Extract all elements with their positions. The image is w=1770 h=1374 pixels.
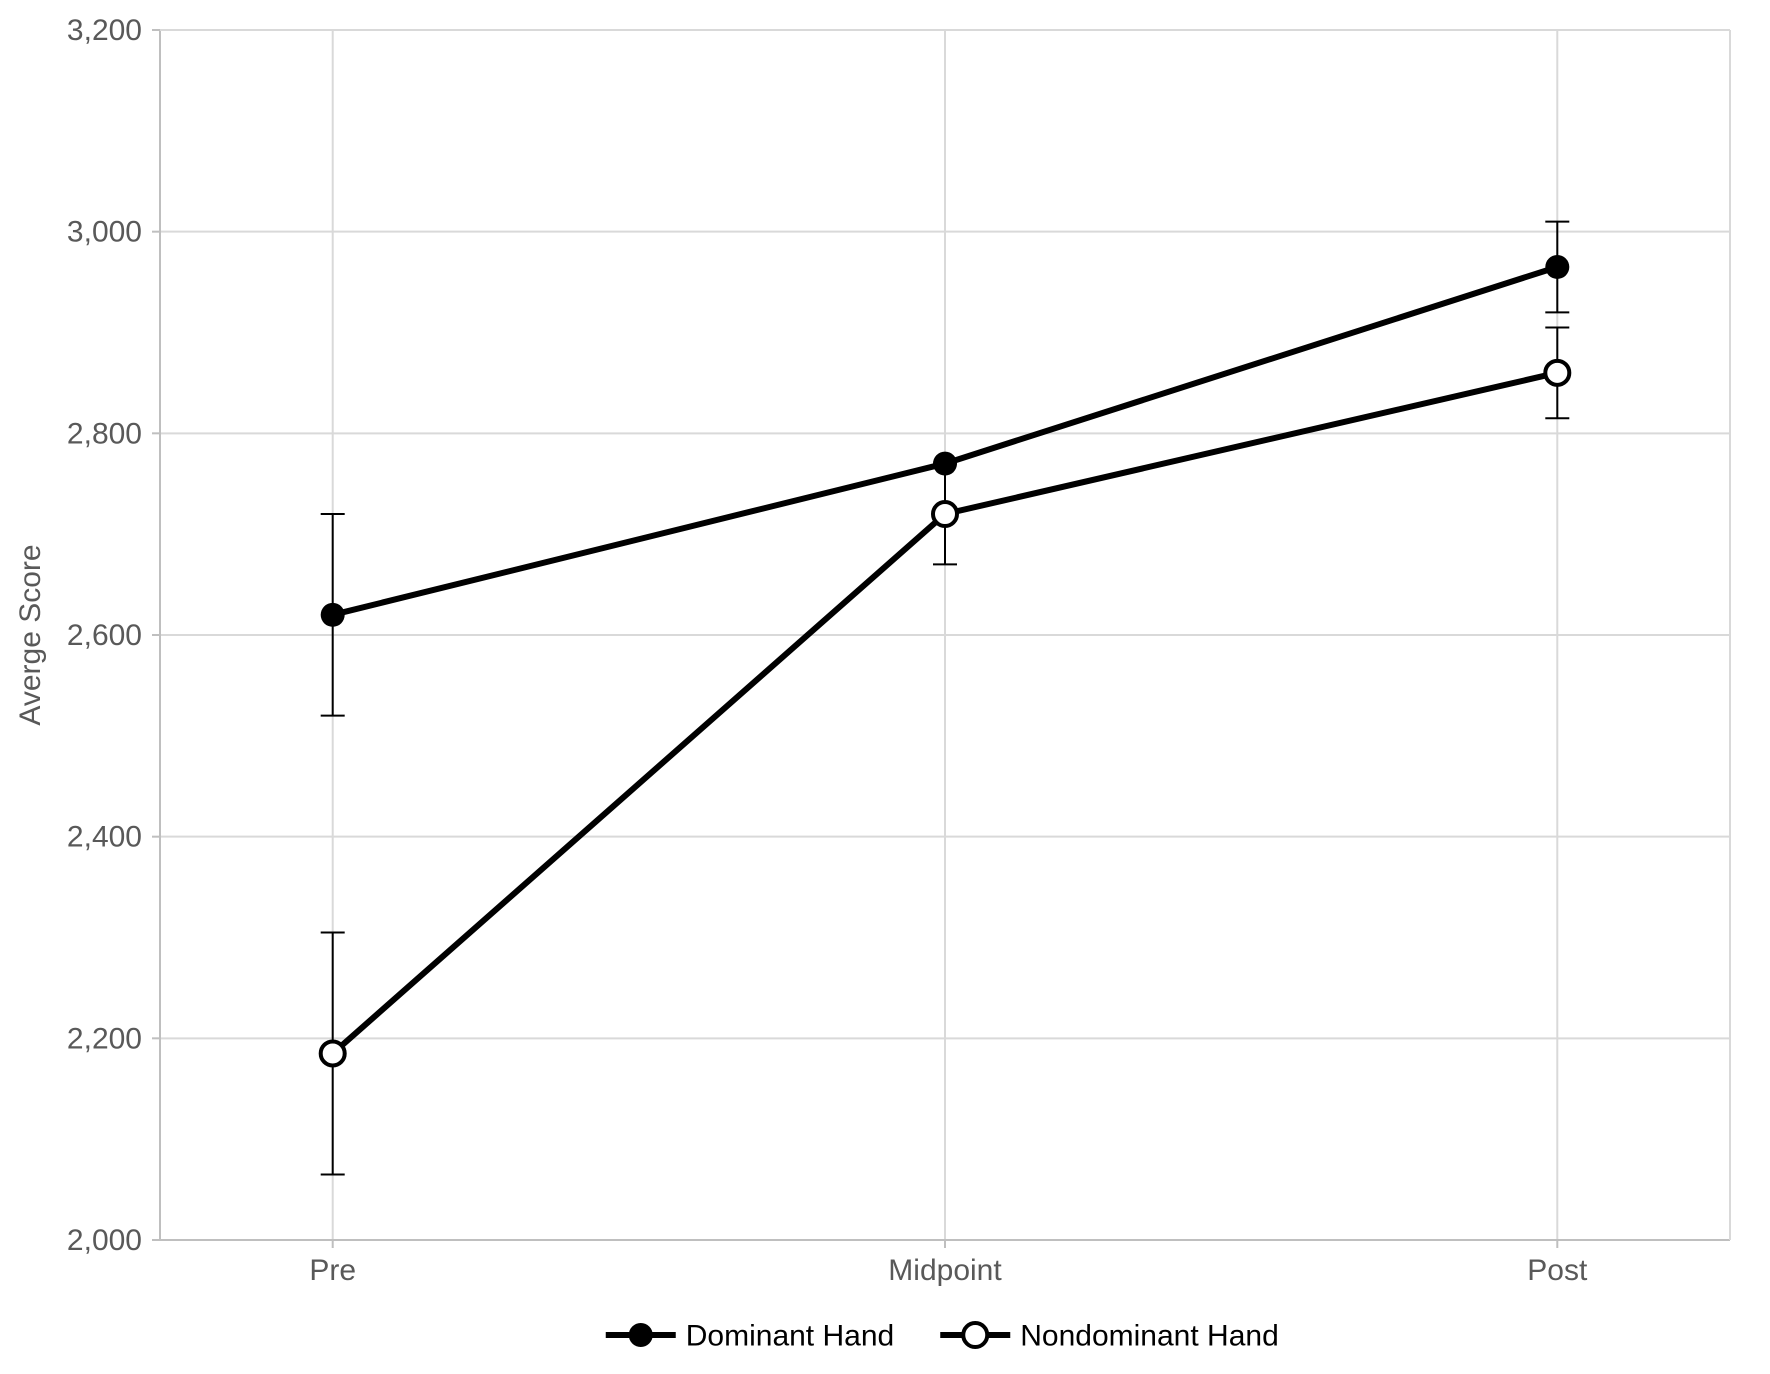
y-tick-label: 2,400 [67, 821, 142, 854]
series-marker [933, 502, 957, 526]
y-tick-label: 2,800 [67, 417, 142, 450]
x-tick-label: Pre [309, 1254, 356, 1287]
chart-background [0, 0, 1770, 1374]
legend-marker-icon [629, 1323, 653, 1347]
y-tick-label: 3,200 [67, 14, 142, 47]
y-tick-label: 2,000 [67, 1224, 142, 1257]
series-marker [1545, 361, 1569, 385]
x-tick-label: Midpoint [888, 1254, 1002, 1287]
error-bar-line-chart: 2,000 2,200 2,400 2,600 2,800 3,000 3,200 Averg… [0, 0, 1770, 1374]
legend-label: Dominant Hand [686, 1320, 894, 1353]
y-tick-label: 2,600 [67, 619, 142, 652]
y-axis-title: Averge Score [14, 544, 47, 725]
series-marker [321, 603, 345, 627]
chart-container: 2,000 2,200 2,400 2,600 2,800 3,000 3,200 Averg… [0, 0, 1770, 1374]
legend-marker-icon [963, 1323, 987, 1347]
legend-label: Nondominant Hand [1020, 1320, 1279, 1353]
series-marker [1545, 255, 1569, 279]
y-tick-label: 3,000 [67, 216, 142, 249]
y-tick-label: 2,200 [67, 1022, 142, 1055]
series-marker [321, 1041, 345, 1065]
x-tick-label: Post [1527, 1254, 1588, 1287]
